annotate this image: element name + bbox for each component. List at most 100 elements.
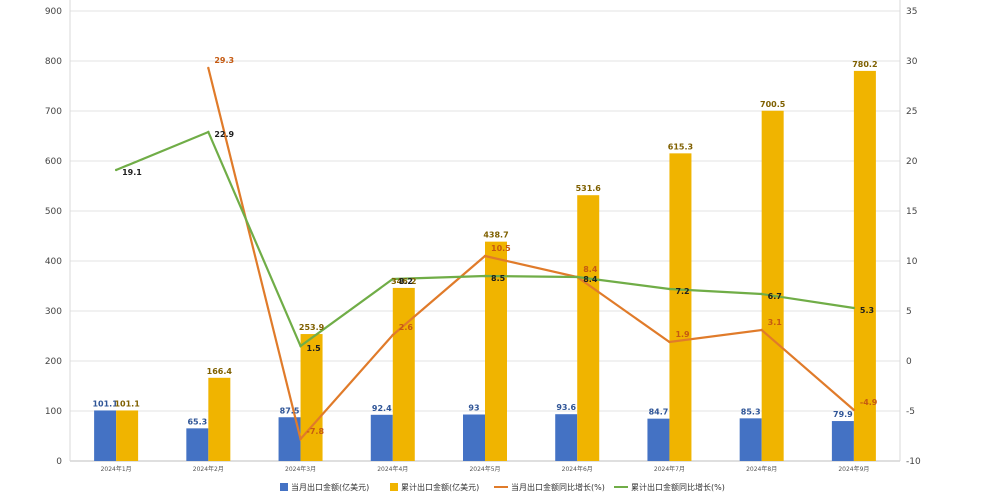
bar — [278, 417, 301, 461]
y-left-tick-label: 0 — [56, 457, 62, 467]
x-tick-label: 2024年9月 — [838, 465, 869, 473]
bar-series — [94, 70, 876, 462]
data-labels: 101.1 65.3 87.5 92.4 93 93.6 84.7 85.3 79.9 101.1… — [92, 56, 877, 436]
line-point — [760, 292, 763, 296]
line-data-label: 8.2 — [399, 277, 413, 286]
line-point — [391, 277, 394, 281]
line-point — [299, 437, 302, 441]
legend-label: 当月出口金额(亿美元) — [291, 482, 369, 492]
bar — [647, 418, 670, 461]
line-point — [576, 275, 579, 279]
x-tick-label: 2024年7月 — [654, 465, 685, 473]
line-point — [483, 254, 487, 258]
legend-swatch — [390, 483, 398, 491]
bar-data-label: 531.6 — [576, 184, 602, 193]
y-left-tick-label: 600 — [45, 157, 62, 167]
y-right-tick-label: 15 — [906, 207, 917, 217]
bar — [669, 153, 692, 461]
y-right-tick-label: 10 — [906, 257, 918, 267]
bar — [208, 377, 231, 461]
bar-data-label: 84.7 — [649, 408, 669, 417]
line-data-label: 1.9 — [675, 330, 690, 339]
bar — [186, 428, 209, 461]
bar — [555, 414, 578, 461]
x-tick-label: 2024年2月 — [193, 465, 224, 473]
y-right-tick-label: 25 — [906, 107, 917, 117]
line-data-label: 19.1 — [122, 168, 142, 177]
line-point — [207, 66, 210, 70]
bar-data-label: 92.4 — [372, 404, 392, 413]
x-tick-label: 2024年4月 — [377, 465, 408, 473]
y-left-tick-label: 800 — [45, 57, 62, 67]
bar — [577, 195, 600, 461]
bar — [463, 414, 485, 461]
y-left-tick-label: 300 — [45, 307, 62, 317]
y-right-tick-label: -5 — [906, 407, 915, 417]
line-point — [668, 340, 671, 344]
x-tick-label: 2024年8月 — [746, 465, 777, 473]
line-data-label: 8.4 — [583, 265, 598, 274]
line-data-label: 7.2 — [675, 287, 689, 296]
bar-data-label: 85.3 — [741, 407, 761, 416]
line-point — [391, 333, 394, 337]
bar-data-label: 87.5 — [280, 406, 300, 415]
bar-data-label: 166.4 — [207, 367, 233, 376]
y-right-tick-label: 35 — [906, 7, 917, 17]
bar — [853, 70, 876, 462]
bar-data-label: 253.9 — [299, 323, 325, 332]
y-left-tick-label: 200 — [45, 357, 62, 367]
bar — [392, 287, 415, 461]
line-data-label: 29.3 — [214, 56, 234, 65]
line-data-label: 6.7 — [768, 292, 782, 301]
legend: 当月出口金额(亿美元) 累计出口金额(亿美元) 当月出口金额同比增长(%) 累计出口金… — [280, 482, 725, 492]
legend-item: 当月出口金额同比增长(%) — [494, 482, 605, 492]
line-data-label: 8.4 — [583, 275, 598, 284]
line-data-label: 22.9 — [214, 130, 234, 139]
y-left-tick-label: 700 — [45, 107, 62, 117]
bar-data-label: 79.9 — [833, 410, 853, 419]
y-right-tick-label: 20 — [906, 157, 918, 167]
line-point — [852, 408, 856, 412]
y-left-tick-label: 900 — [45, 7, 62, 17]
legend-label: 累计出口金额(亿美元) — [401, 482, 479, 492]
y-right-tick-label: -10 — [906, 457, 921, 467]
bar — [94, 410, 117, 461]
line-data-label: 3.1 — [768, 318, 783, 327]
bar-data-label: 101.1 — [114, 399, 140, 408]
axes: 0 100 200 300 400 500 600 700 800 900 -10 -5 0 5 10 15 2… — [45, 0, 921, 473]
legend-label: 累计出口金额同比增长(%) — [631, 482, 725, 492]
bar-data-label: 700.5 — [760, 100, 786, 109]
x-tick-label: 2024年5月 — [469, 465, 500, 473]
legend-item: 当月出口金额(亿美元) — [280, 482, 369, 492]
bar — [761, 110, 784, 461]
legend-swatch — [280, 483, 288, 491]
line-point — [852, 306, 856, 310]
bar — [300, 334, 323, 461]
bar — [370, 414, 393, 461]
bar — [485, 241, 507, 461]
line-point — [760, 328, 763, 332]
line-data-label: 10.5 — [491, 244, 511, 253]
bar-data-label: 93.6 — [556, 403, 576, 412]
line-point — [207, 130, 210, 134]
y-left-tick-label: 400 — [45, 257, 62, 267]
y-right-tick-label: 30 — [906, 57, 918, 67]
line-data-label: 5.3 — [860, 306, 874, 315]
y-right-tick-label: 0 — [906, 357, 912, 367]
line-data-label: -7.8 — [307, 427, 325, 436]
bar-data-label: 615.3 — [668, 142, 693, 151]
x-tick-label: 2024年3月 — [285, 465, 316, 473]
line-point — [668, 287, 671, 291]
line-point — [114, 168, 118, 172]
bar-data-label: 93 — [468, 404, 479, 413]
bar-data-label: 101.1 — [92, 399, 118, 408]
x-tick-label: 2024年6月 — [562, 465, 593, 473]
bar-data-label: 65.3 — [187, 417, 207, 426]
bar — [739, 418, 762, 461]
y-left-tick-label: 500 — [45, 207, 62, 217]
series-line — [207, 67, 855, 442]
y-right-tick-label: 5 — [906, 307, 912, 317]
bar — [116, 410, 139, 461]
bar-data-label: 346.2 — [391, 277, 416, 286]
